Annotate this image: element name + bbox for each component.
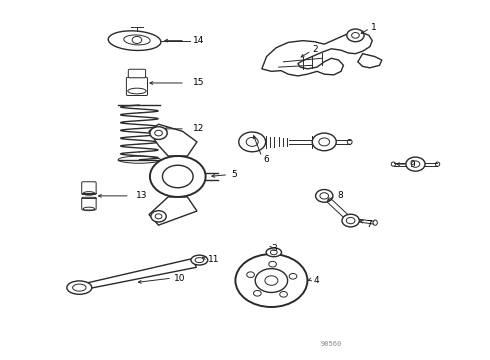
Ellipse shape	[124, 35, 150, 45]
Text: 8: 8	[337, 192, 343, 201]
FancyBboxPatch shape	[128, 69, 146, 78]
Text: 2: 2	[313, 45, 318, 54]
Circle shape	[406, 157, 425, 171]
Ellipse shape	[128, 88, 146, 94]
Ellipse shape	[266, 248, 281, 257]
Polygon shape	[262, 32, 372, 76]
Text: 10: 10	[174, 274, 185, 283]
Text: 6: 6	[264, 155, 270, 164]
Text: 14: 14	[193, 36, 204, 45]
FancyBboxPatch shape	[82, 182, 96, 194]
Polygon shape	[78, 258, 196, 290]
Polygon shape	[149, 124, 197, 156]
Polygon shape	[149, 197, 197, 225]
Text: 13: 13	[136, 192, 147, 201]
Text: 5: 5	[232, 170, 237, 179]
Circle shape	[151, 211, 166, 222]
Text: 12: 12	[193, 124, 204, 133]
Circle shape	[150, 127, 167, 139]
Circle shape	[235, 254, 307, 307]
Text: 7: 7	[366, 220, 372, 229]
Text: 3: 3	[271, 244, 277, 253]
Circle shape	[342, 214, 359, 227]
Text: 15: 15	[193, 78, 205, 87]
Circle shape	[239, 132, 266, 152]
Ellipse shape	[191, 255, 208, 265]
Circle shape	[312, 133, 336, 151]
Ellipse shape	[108, 31, 161, 50]
Circle shape	[347, 29, 364, 42]
FancyBboxPatch shape	[126, 77, 147, 95]
Polygon shape	[358, 54, 382, 68]
Ellipse shape	[67, 281, 92, 294]
FancyBboxPatch shape	[82, 197, 96, 210]
Text: 4: 4	[313, 276, 319, 285]
Text: 1: 1	[371, 23, 377, 32]
Circle shape	[316, 189, 333, 202]
Text: 11: 11	[208, 255, 219, 264]
Text: 9: 9	[409, 159, 415, 168]
Text: 90560: 90560	[321, 341, 342, 347]
Circle shape	[150, 156, 206, 197]
